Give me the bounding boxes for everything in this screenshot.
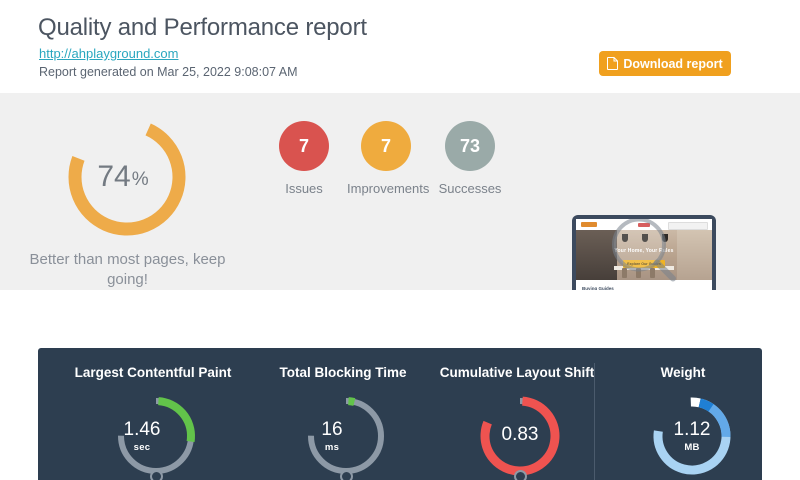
preview-hero-right [676, 230, 712, 280]
preview-nav-item [638, 222, 650, 227]
overall-score-donut: 74 % [62, 112, 192, 242]
gauge-weight: 1.12 MB [650, 394, 734, 478]
counter-improvements-bubble: 7 [361, 121, 411, 171]
counter-successes[interactable]: 73 Successes [431, 121, 509, 196]
counter-successes-value: 73 [459, 135, 481, 156]
site-url-link[interactable]: http://ahplayground.com [39, 46, 179, 61]
magnifier-icon [609, 219, 679, 290]
preview-hero-left [576, 230, 617, 280]
counter-issues-value: 7 [298, 135, 309, 156]
preview-cta-button [623, 260, 665, 268]
simulated-visitor-bar: SIMULATED VISITOR: Chrome [0, 290, 800, 348]
gauge-cls-threshold-marker [514, 470, 527, 480]
counter-successes-bubble: 73 [445, 121, 495, 171]
gauge-lcp-unit: sec [133, 441, 151, 453]
preview-hero-heading: Your Home, Your Rules [614, 248, 674, 254]
report-generated-timestamp: Report generated on Mar 25, 2022 9:08:07… [39, 65, 298, 79]
gauge-tbt-unit: ms [324, 441, 340, 453]
preview-footer-label: Buying Guides [582, 286, 614, 291]
gauge-tbt-value: 16 [321, 418, 343, 440]
overall-score-value: 74 [97, 160, 131, 193]
document-icon [607, 57, 619, 70]
gauge-weight-unit: MB [684, 441, 700, 453]
preview-site-logo [581, 222, 597, 227]
metrics-panel: Largest Contentful Paint Total Blocking … [38, 348, 762, 480]
counter-issues-label: Issues [285, 181, 323, 196]
metric-title-weight: Weight [660, 365, 706, 380]
preview-search-box [668, 222, 708, 230]
preview-lamp-icon [622, 234, 628, 242]
gauge-weight-value: 1.12 [673, 418, 711, 440]
preview-stools [620, 268, 669, 278]
gauge-weight-svg [653, 397, 731, 475]
overall-score-symbol: % [131, 169, 149, 190]
overall-score-donut-svg [68, 118, 186, 236]
gauge-lcp: 1.46 sec [114, 394, 198, 480]
counter-issues[interactable]: 7 Issues [265, 121, 343, 196]
download-report-label: Download report [623, 56, 723, 71]
preview-hero: Your Home, Your Rules Explore Our Guides [576, 230, 712, 280]
counter-improvements-value: 7 [380, 135, 391, 156]
preview-stool [649, 268, 655, 278]
counter-improvements[interactable]: 7 Improvements [347, 121, 430, 196]
download-report-button[interactable]: Download report [599, 51, 731, 76]
gauge-lcp-value: 1.46 [123, 418, 161, 440]
preview-lamp-icon [642, 234, 648, 242]
counter-improvements-label: Improvements [347, 181, 430, 196]
counter-issues-bubble: 7 [279, 121, 329, 171]
counter-successes-label: Successes [438, 181, 502, 196]
page-title: Quality and Performance report [38, 14, 367, 41]
gauge-cls: 0.83 [478, 394, 562, 480]
overall-score-caption: Better than most pages, keep going! [29, 251, 226, 289]
metrics-divider [594, 363, 595, 480]
overall-score-value-wrap: 74 % [58, 112, 188, 242]
gauge-cls-value-wrap: 0.83 [478, 394, 562, 478]
laptop-screen: Your Home, Your Rules Explore Our Guides… [576, 219, 712, 295]
metric-title-cls: Cumulative Layout Shift [439, 365, 595, 380]
gauge-tbt: 16 ms [304, 394, 388, 480]
gauge-tbt-threshold-marker [340, 470, 353, 480]
preview-stool [635, 268, 641, 278]
gauge-tbt-value-wrap: 16 ms [290, 394, 374, 478]
gauge-lcp-threshold-marker [150, 470, 163, 480]
metric-title-lcp: Largest Contentful Paint [74, 365, 232, 380]
gauge-weight-value-wrap: 1.12 MB [650, 394, 734, 478]
summary-band: 74 % Better than most pages, keep going!… [0, 93, 800, 355]
counters-group: 7 Issues 7 Improvements 73 Successes [265, 121, 515, 226]
preview-cta-label: Explore Our Guides [627, 262, 661, 266]
metric-title-tbt: Total Blocking Time [279, 365, 407, 380]
page-screenshot-preview[interactable]: Your Home, Your Rules Explore Our Guides… [556, 215, 732, 318]
gauge-lcp-value-wrap: 1.46 sec [100, 394, 184, 478]
preview-stool [621, 268, 627, 278]
report-header: Quality and Performance report http://ah… [0, 0, 800, 93]
gauge-cls-value: 0.83 [501, 423, 539, 445]
laptop-lid: Your Home, Your Rules Explore Our Guides… [572, 215, 716, 299]
